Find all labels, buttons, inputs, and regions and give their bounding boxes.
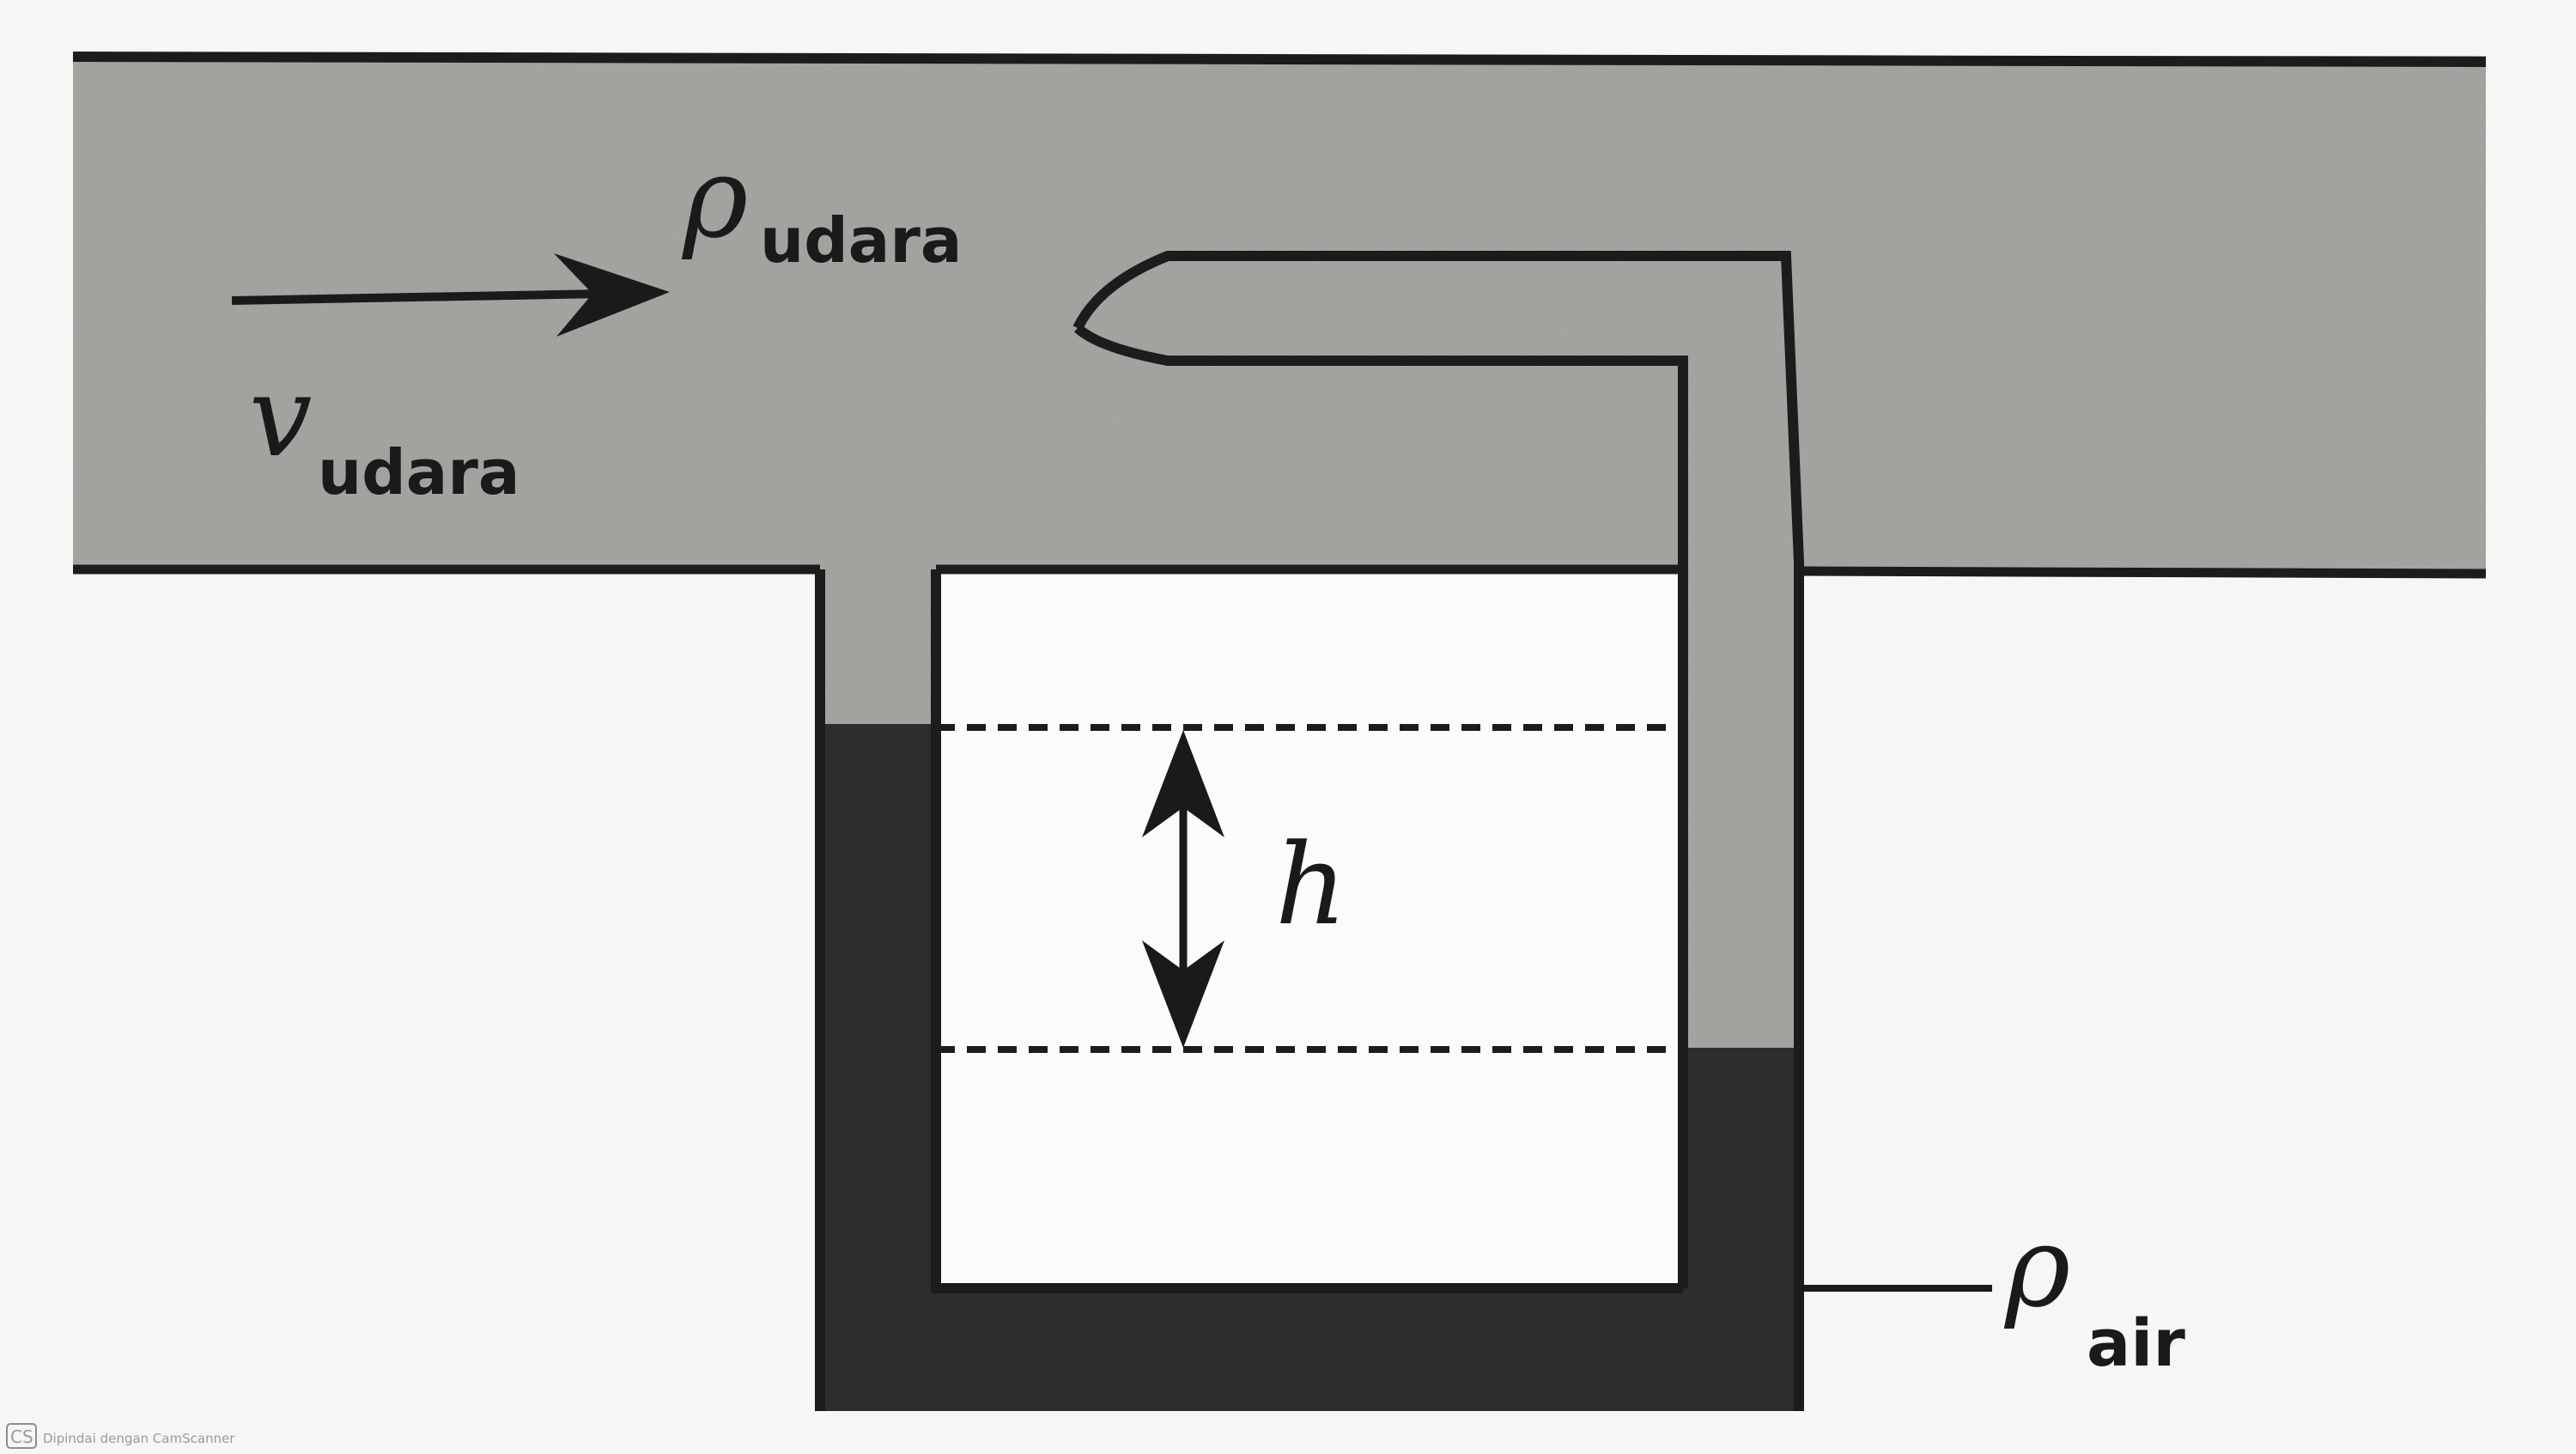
scanner-watermark: CS Dipindai dengan CamScanner [6,1423,235,1449]
bottom-connector-liquid [820,1288,1799,1411]
inner-region [936,569,1683,1288]
rho-udara-subscript: udara [760,204,962,277]
height-label: h [1275,819,1347,950]
height-arrow [1142,730,1224,1048]
cs-logo-text: CS [10,1427,33,1447]
right-leg-liquid [1683,1048,1799,1411]
airflow-arrow-head [554,253,670,337]
pitot-probe-fill [1073,256,1795,361]
label-v-udara: v udara [249,351,519,508]
left-leg-air [820,569,936,724]
left-leg-inner-wall [931,569,1683,1293]
duct-bottom-wall-right [1798,566,2487,579]
height-arrow-head-down [1142,940,1224,1048]
right-leg-air [1683,361,1799,1048]
v-udara-subscript: udara [318,436,519,508]
airflow-arrow [231,253,670,337]
height-arrow-head-up [1142,730,1224,837]
u-tube-manometer [815,251,1804,1411]
duct-top-wall [72,52,2487,67]
right-leg-outer-wall [1072,251,1804,1411]
cs-logo-box [6,1423,37,1449]
right-leg-inner-wall [1073,324,1688,1288]
rho-air-subscript: air [2087,1305,2185,1381]
watermark-text: Dipindai dengan CamScanner [43,1431,235,1446]
label-rho-udara: ρ udara [681,132,962,277]
level-lines [936,724,1683,1053]
rho-udara-symbol: ρ [681,132,748,263]
label-rho-air: ρ air [2003,1202,2185,1381]
v-udara-symbol: v [249,351,312,482]
rho-air-symbol: ρ [2003,1202,2070,1332]
